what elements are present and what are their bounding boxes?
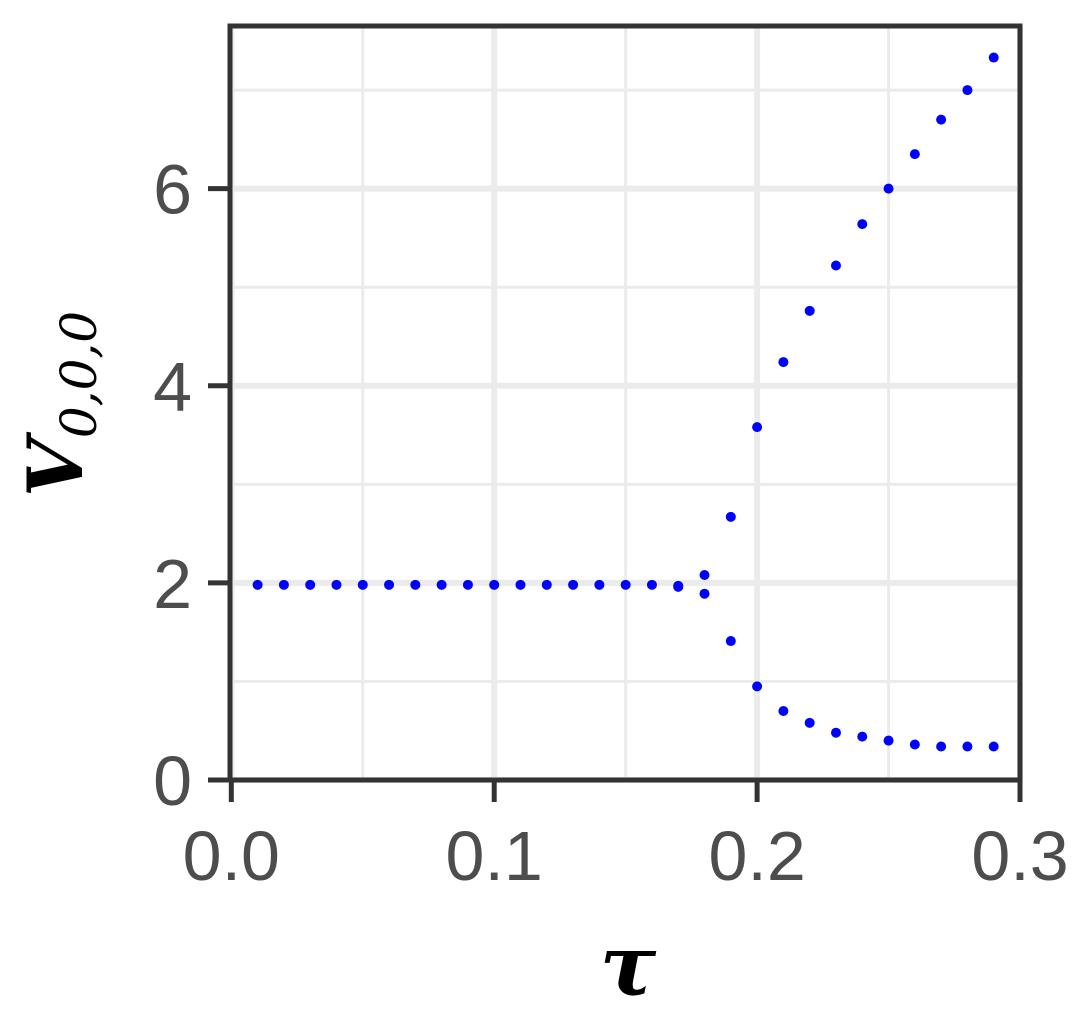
data-point xyxy=(936,114,947,125)
data-point xyxy=(699,569,710,580)
data-point xyxy=(778,706,789,717)
y-axis-title: V0,0,0 xyxy=(11,311,108,497)
data-point xyxy=(725,511,736,522)
data-point xyxy=(384,579,395,590)
x-tick-label: 0.2 xyxy=(708,817,805,895)
data-point xyxy=(462,579,473,590)
y-axis-title-subscript: 0,0,0 xyxy=(50,311,108,438)
x-axis-ticks: 0.0 0.1 0.2 0.3 xyxy=(183,780,1069,895)
data-point xyxy=(804,717,815,728)
y-axis-title-main: V xyxy=(11,431,100,497)
data-point xyxy=(620,579,631,590)
data-point xyxy=(331,579,342,590)
data-point xyxy=(830,260,841,271)
data-point xyxy=(752,681,763,692)
x-axis-title: τ xyxy=(600,916,657,1015)
data-point xyxy=(988,741,999,752)
data-point xyxy=(725,636,736,647)
data-point xyxy=(436,579,447,590)
data-point xyxy=(673,581,684,592)
data-point xyxy=(305,579,316,590)
data-point xyxy=(752,422,763,433)
y-tick-label: 2 xyxy=(153,545,192,623)
data-point xyxy=(646,579,657,590)
data-point xyxy=(778,357,789,368)
data-point xyxy=(883,735,894,746)
data-point xyxy=(410,579,421,590)
data-point xyxy=(857,219,868,230)
data-point xyxy=(962,85,973,96)
data-point xyxy=(804,305,815,316)
data-point xyxy=(936,741,947,752)
data-point xyxy=(568,579,579,590)
data-point xyxy=(830,727,841,738)
data-point xyxy=(515,579,526,590)
minor-gridlines xyxy=(230,26,1020,780)
data-point xyxy=(883,183,894,194)
data-point xyxy=(857,731,868,742)
data-point xyxy=(962,741,973,752)
x-tick-label: 0.0 xyxy=(183,817,280,895)
data-point xyxy=(357,579,368,590)
data-point xyxy=(988,52,999,63)
y-axis-ticks: 0 2 4 6 xyxy=(153,151,230,820)
data-point xyxy=(594,579,605,590)
y-tick-label: 4 xyxy=(153,348,192,426)
data-point xyxy=(909,149,920,160)
data-point xyxy=(489,579,500,590)
y-tick-label: 6 xyxy=(153,151,192,229)
x-tick-label: 0.1 xyxy=(446,817,543,895)
data-points xyxy=(252,52,999,752)
data-point xyxy=(699,588,710,599)
y-tick-label: 0 xyxy=(153,742,192,820)
data-point xyxy=(278,579,289,590)
plot-panel-border xyxy=(227,23,1023,783)
data-point xyxy=(541,579,552,590)
data-point xyxy=(252,579,263,590)
x-tick-label: 0.3 xyxy=(971,817,1068,895)
data-point xyxy=(909,739,920,750)
